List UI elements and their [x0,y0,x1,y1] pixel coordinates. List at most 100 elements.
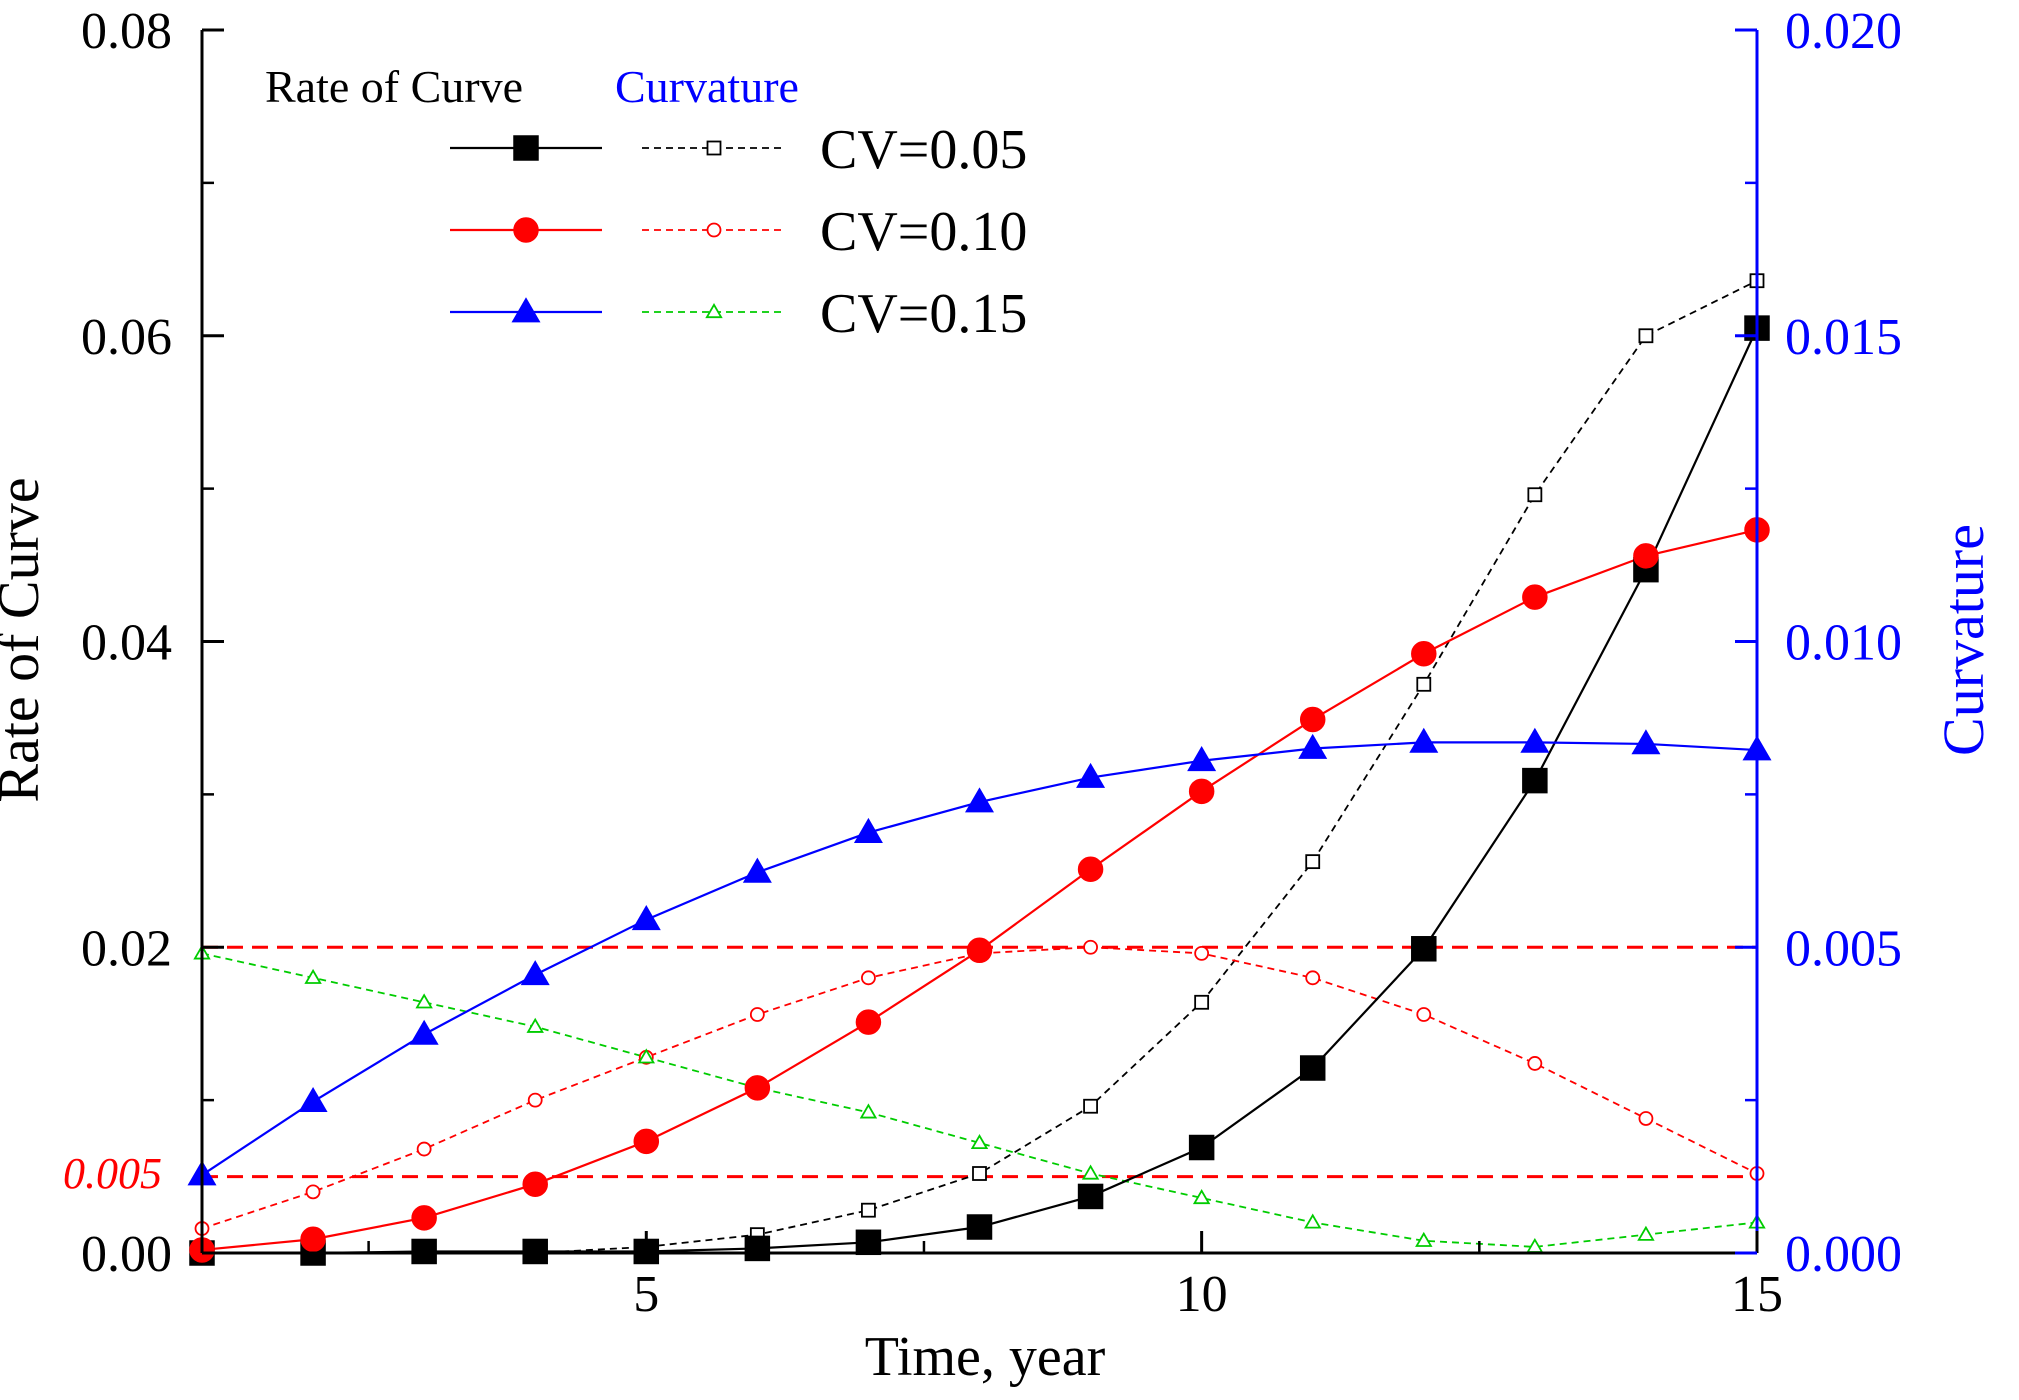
y-right-tick-label-0: 0.000 [1785,1226,1902,1283]
rate-point-cv-0-10-x10 [1188,778,1215,805]
y-left-tick-label-0: 0.00 [81,1226,172,1283]
x-axis-label: Time, year [865,1326,1106,1388]
curvature-point-cv-0-05-x12 [1416,676,1432,692]
curvature-point-cv-0-10-x3 [416,1141,432,1157]
curvature-point-cv-0-10-x11 [1305,970,1321,986]
reference-line-label: 0.005 [63,1149,162,1198]
curvature-point-cv-0-15-x14 [1637,1225,1655,1241]
curvature-point-cv-0-15-x7 [859,1103,878,1119]
rate-point-cv-0-15-x12 [1409,727,1439,753]
rate-point-cv-0-05-x6 [744,1235,771,1262]
rate-point-cv-0-10-x5 [633,1128,660,1155]
y-left-tick-label-0-08: 0.08 [81,3,172,60]
y-left-tick-label-0-06: 0.06 [81,309,172,366]
legend-curvature-marker-cv-0-10 [706,222,722,238]
rate-series-markers [187,315,1772,1266]
curvature-point-cv-0-10-x12 [1416,1007,1432,1022]
legend-title-curvature: Curvature [615,61,799,112]
curvature-point-cv-0-10-x9 [1083,939,1098,955]
rate-point-cv-0-15-x3 [409,1019,439,1045]
rate-point-cv-0-05-x11 [1299,1055,1326,1081]
curvature-point-cv-0-10-x7 [861,970,876,986]
rate-point-cv-0-10-x4 [522,1171,548,1197]
y-right-tick-label-0-005: 0.005 [1785,920,1902,977]
curvature-point-cv-0-10-x14 [1638,1111,1654,1126]
curvature-point-cv-0-15-x2 [304,968,322,984]
legend-entry-cv-0-10: CV=0.10 [820,201,1027,263]
legend-title-rate: Rate of Curve [265,61,523,112]
curvature-point-cv-0-05-x11 [1305,854,1321,870]
y-right-tick-label-0-02: 0.020 [1785,3,1902,60]
curvature-point-cv-0-15-x4 [526,1017,544,1033]
legend-rate-marker-cv-0-05 [513,135,539,161]
curvature-point-cv-0-10-x10 [1194,945,1210,961]
curvature-point-cv-0-10-x13 [1527,1056,1543,1071]
y-axis-right-label: Curvature [1931,524,1996,756]
rate-point-cv-0-15-x13 [1520,727,1550,753]
curvature-point-cv-0-05-x7 [861,1202,876,1218]
axis-ticks: 5 10 15 0.00 0.02 0.04 0.06 0.08 0.000 0.005 0.010… [81,3,1902,1323]
curvature-point-cv-0-10-x4 [527,1092,543,1108]
rate-point-cv-0-10-x2 [300,1226,326,1252]
curvature-point-cv-0-05-x8 [972,1166,987,1181]
rate-point-cv-0-15-x9 [1076,762,1106,788]
rate-point-cv-0-10-x8 [966,937,993,964]
rate-point-cv-0-05-x3 [411,1238,437,1265]
rate-point-cv-0-10-x9 [1077,856,1104,883]
curvature-point-cv-0-10-x6 [749,1007,765,1022]
y-right-tick-label-0-01: 0.010 [1785,615,1902,672]
x-tick-label-5: 5 [633,1266,659,1323]
legend-entry-cv-0-15: CV=0.15 [820,283,1027,345]
legend-rate-marker-cv-0-15 [511,297,541,323]
rate-point-cv-0-05-x10 [1188,1134,1215,1161]
y-axis-left-label: Rate of Curve [0,477,51,802]
rate-point-cv-0-15-x4 [520,960,550,986]
rate-point-cv-0-10-x14 [1633,543,1659,569]
rate-point-cv-0-15-x5 [631,905,661,931]
curvature-point-cv-0-10-x2 [305,1184,321,1200]
rate-point-cv-0-05-x4 [522,1238,548,1265]
curvature-point-cv-0-05-x10 [1194,994,1210,1010]
curvature-point-cv-0-05-x13 [1527,487,1543,503]
curvature-point-cv-0-15-x11 [1304,1213,1322,1229]
curvature-point-cv-0-15-x10 [1192,1189,1211,1205]
y-left-tick-label-0-04: 0.04 [81,615,172,672]
rate-point-cv-0-10-x11 [1299,706,1326,733]
legend-curvature-marker-cv-0-05 [706,140,722,156]
rate-point-cv-0-15-x2 [298,1086,328,1113]
y-right-tick-label-0-015: 0.015 [1785,309,1902,366]
x-tick-label-10: 10 [1176,1266,1228,1323]
curvature-point-cv-0-15-x12 [1415,1231,1433,1247]
legend: Rate of Curve Curvature CV=0.05CV=0.10CV… [265,61,1027,345]
curvature-point-cv-0-15-x8 [970,1133,989,1150]
rate-point-cv-0-15-x14 [1631,729,1661,755]
curvature-line-cv-0-10 [201,946,1758,1230]
y-left-tick-label-0-02: 0.02 [81,920,172,977]
rate-point-cv-0-15-x8 [964,787,995,813]
rate-point-cv-0-15-x6 [742,857,772,883]
rate-point-cv-0-05-x7 [855,1229,882,1256]
x-tick-label-15: 15 [1731,1266,1783,1323]
curvature-line-cv-0-15 [201,952,1758,1248]
rate-point-cv-0-15-x10 [1187,746,1217,772]
rate-point-cv-0-05-x9 [1077,1183,1104,1210]
legend-curvature-marker-cv-0-15 [705,303,723,319]
legend-rows: CV=0.05 CV=0.10 CV=0.15 [450,119,1027,345]
legend-entry-cv-0-05: CV=0.05 [820,119,1027,181]
rate-point-cv-0-15-x7 [853,817,883,843]
legend-rate-marker-cv-0-10 [513,217,539,243]
curvature-point-cv-0-05-x14 [1638,328,1654,344]
rate-point-cv-0-05-x13 [1522,767,1548,794]
rate-point-cv-0-10-x3 [411,1205,437,1231]
rate-point-cv-0-05-x12 [1411,936,1437,962]
curvature-point-cv-0-15-x5 [637,1048,655,1064]
curvature-point-cv-0-15-x3 [415,993,433,1009]
rate-point-cv-0-15-x11 [1298,733,1328,759]
rate-point-cv-0-10-x12 [1411,640,1437,667]
curvature-point-cv-0-15-x9 [1081,1164,1100,1180]
rate-point-cv-0-10-x13 [1522,584,1548,610]
rate-point-cv-0-10-x6 [744,1075,771,1101]
rate-point-cv-0-10-x7 [855,1009,882,1035]
